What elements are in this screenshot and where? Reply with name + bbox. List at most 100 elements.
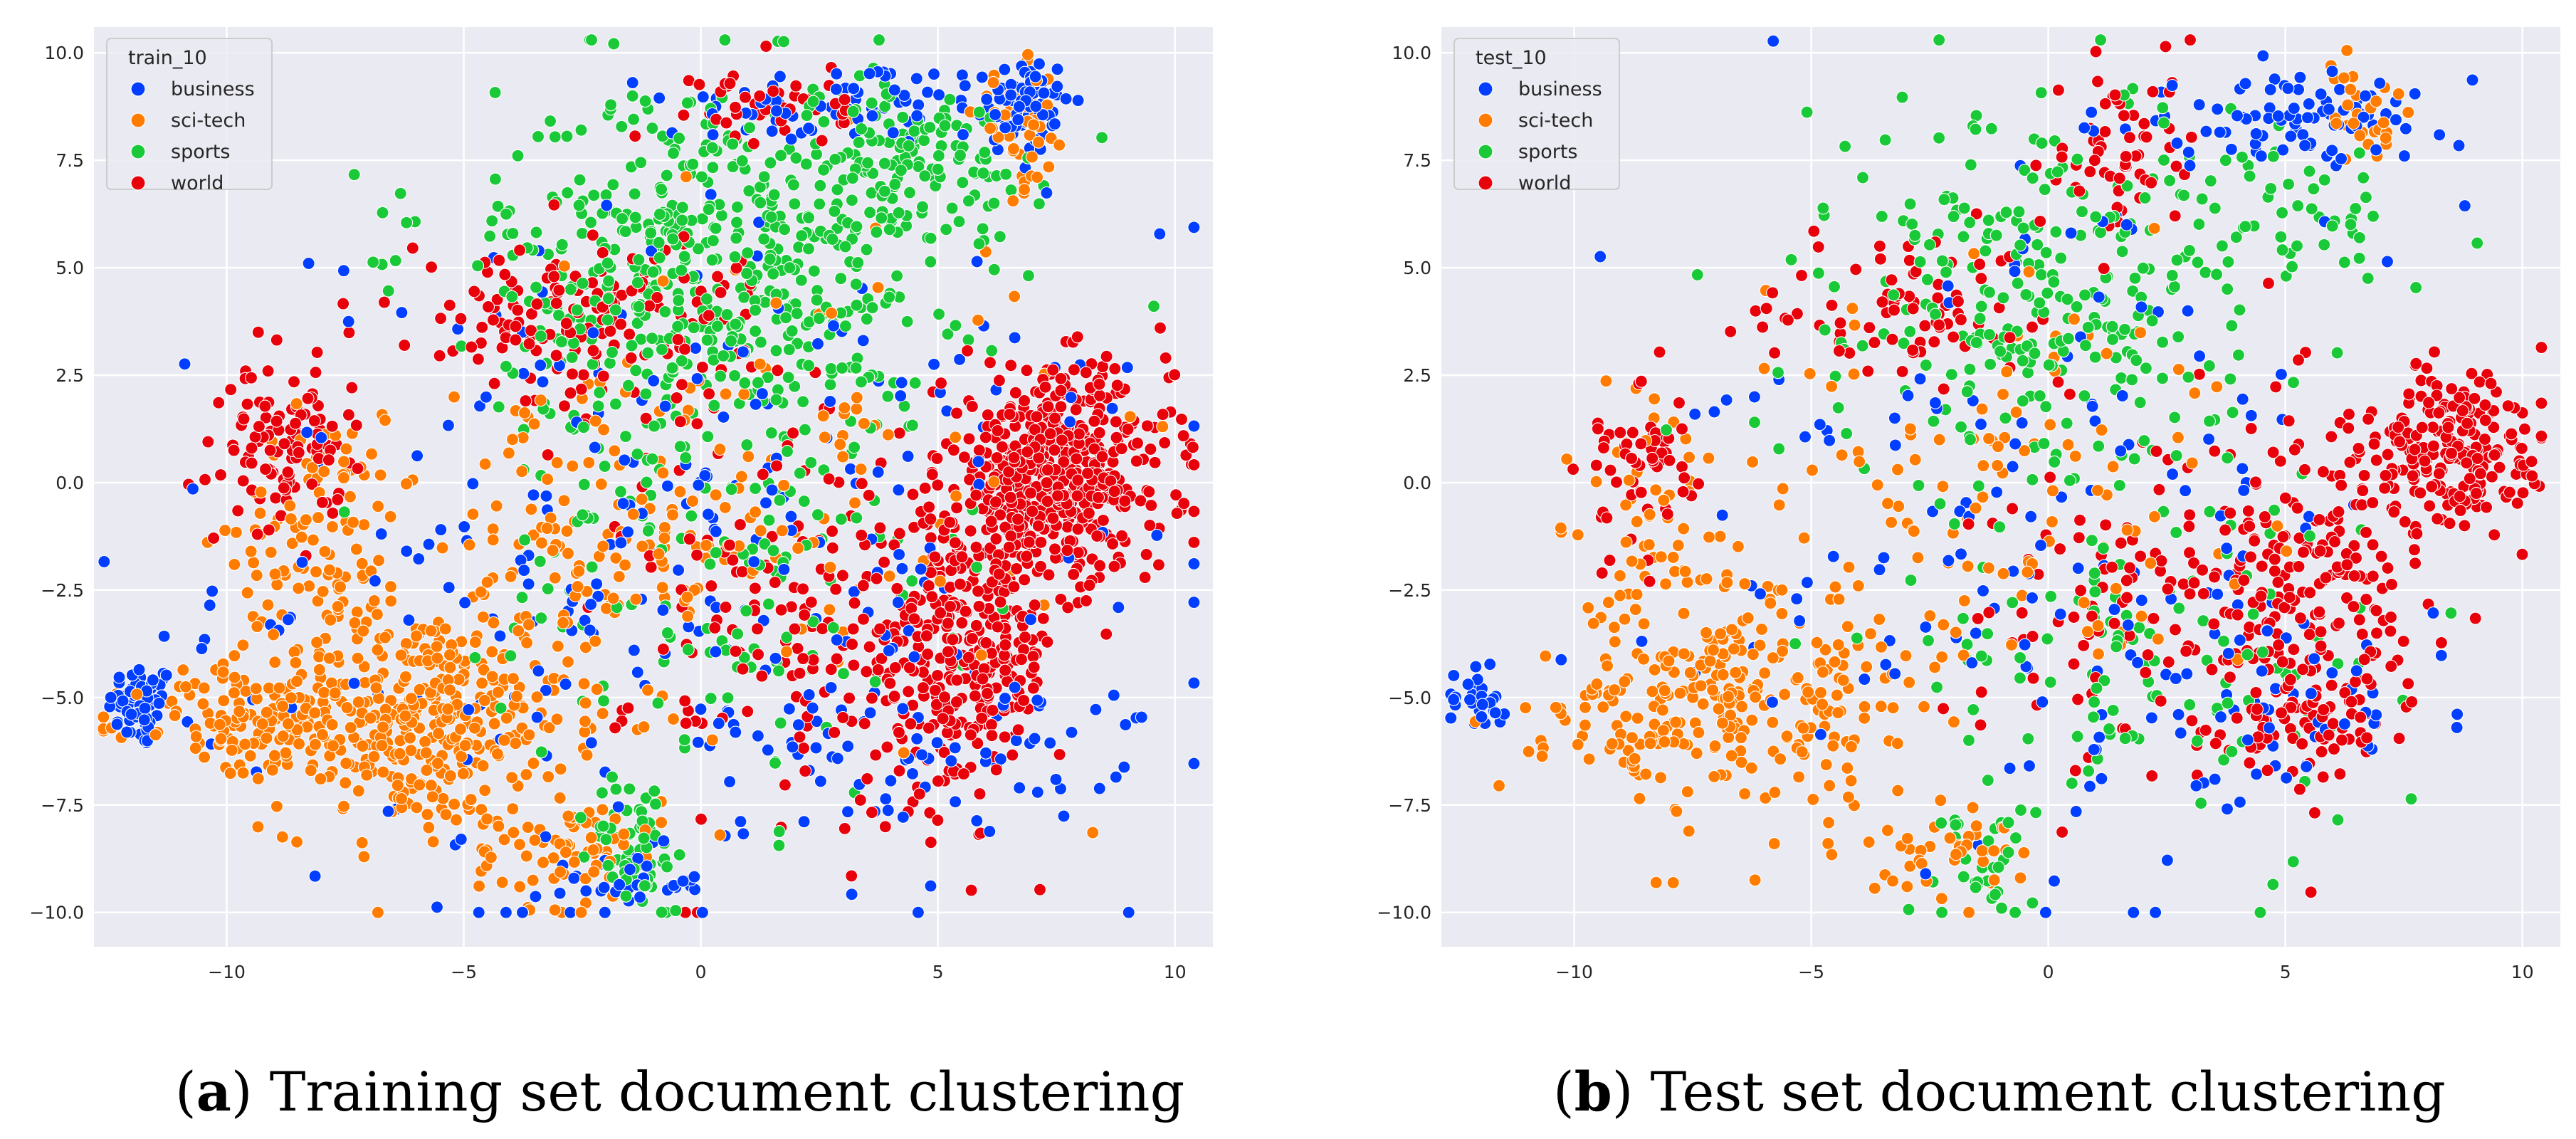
data-point-sci-tech <box>528 834 542 847</box>
data-point-world <box>1026 505 1039 518</box>
data-point-world <box>325 419 339 433</box>
data-point-world <box>1928 335 1941 349</box>
data-point-sci-tech <box>1996 387 2010 401</box>
data-point-world <box>1034 560 1048 573</box>
data-point-world <box>2385 659 2398 673</box>
data-point-sports <box>2290 239 2304 253</box>
data-point-sports <box>714 369 727 383</box>
data-point-business <box>534 359 547 372</box>
data-point-world <box>624 351 638 365</box>
data-point-sci-tech <box>1731 540 1745 553</box>
data-point-world <box>1093 377 1106 391</box>
data-point-world <box>920 629 933 643</box>
data-point-sci-tech <box>371 906 384 919</box>
data-point-world <box>530 298 544 311</box>
data-point-sports <box>852 136 866 149</box>
data-point-sci-tech <box>589 414 602 428</box>
data-point-business <box>752 216 766 229</box>
data-point-sports <box>2026 473 2039 486</box>
data-point-world <box>1118 494 1132 508</box>
data-point-business <box>1048 117 1061 131</box>
data-point-sports <box>794 273 808 287</box>
data-point-sports <box>810 293 824 307</box>
data-point-sci-tech <box>290 397 303 411</box>
data-point-sports <box>675 263 688 277</box>
data-point-world <box>433 349 446 362</box>
data-point-sports <box>576 276 589 290</box>
data-point-world <box>1108 362 1122 376</box>
data-point-world <box>2384 624 2397 638</box>
data-point-world <box>1046 511 1060 525</box>
data-point-business <box>493 629 507 643</box>
data-point-sci-tech <box>1690 747 1703 760</box>
data-point-world <box>2291 353 2306 367</box>
data-point-world <box>509 320 522 333</box>
y-tick-label: −7.5 <box>41 795 84 816</box>
data-point-sci-tech <box>681 609 695 623</box>
data-point-world <box>2147 612 2160 625</box>
data-point-world <box>1011 513 1025 526</box>
data-point-sci-tech <box>478 784 492 797</box>
data-point-world <box>1079 366 1093 379</box>
data-point-world <box>1153 321 1167 335</box>
data-point-business <box>2069 804 2083 819</box>
y-tick-label: −5.0 <box>41 688 84 708</box>
data-point-sci-tech <box>350 605 364 619</box>
data-point-sci-tech <box>658 531 671 545</box>
data-point-sci-tech <box>377 765 390 779</box>
data-point-world <box>623 327 636 341</box>
data-point-sports <box>785 324 799 338</box>
data-point-sports <box>2225 319 2239 332</box>
data-point-world <box>845 869 858 883</box>
data-point-sports <box>623 782 636 796</box>
data-point-sports <box>861 156 875 169</box>
data-point-business <box>979 746 993 760</box>
data-point-sports <box>1147 300 1161 313</box>
data-point-world <box>1002 540 1016 554</box>
data-point-world <box>1749 304 1762 317</box>
data-point-world <box>2072 531 2086 545</box>
data-point-world <box>1760 302 1773 315</box>
data-point-business <box>1093 782 1106 795</box>
data-point-world <box>2316 770 2330 784</box>
data-point-business <box>600 199 614 212</box>
data-point-sports <box>678 250 691 263</box>
data-point-sports <box>855 122 868 136</box>
data-point-sci-tech <box>228 557 241 571</box>
data-point-business <box>2220 802 2234 816</box>
data-point-sci-tech <box>1828 655 1841 668</box>
data-point-business <box>689 342 703 355</box>
data-point-sci-tech <box>487 616 500 629</box>
data-point-business <box>972 478 986 491</box>
data-point-sports <box>505 290 519 303</box>
data-point-sports <box>863 206 877 219</box>
data-point-world <box>1041 463 1054 477</box>
data-point-sci-tech <box>399 670 412 683</box>
data-point-world <box>847 658 861 672</box>
data-point-business <box>623 863 637 876</box>
data-point-world <box>1807 224 1821 238</box>
data-point-sci-tech <box>449 813 463 826</box>
data-point-world <box>858 717 871 730</box>
data-point-world <box>961 344 974 357</box>
data-point-sci-tech <box>699 539 713 552</box>
data-point-world <box>935 377 948 390</box>
data-point-world <box>1004 359 1018 372</box>
data-point-sci-tech <box>351 651 364 665</box>
data-point-sci-tech <box>1637 652 1651 666</box>
data-point-sci-tech <box>2109 582 2123 595</box>
data-point-world <box>2426 421 2439 434</box>
data-point-sports <box>824 362 838 376</box>
data-point-business <box>616 497 630 510</box>
data-point-world <box>1026 681 1040 695</box>
data-point-sci-tech <box>441 703 455 716</box>
data-point-business <box>434 523 448 537</box>
data-point-business <box>908 650 921 663</box>
data-point-business <box>1071 94 1085 107</box>
data-point-sci-tech <box>587 843 600 856</box>
data-point-sci-tech <box>485 645 499 658</box>
data-point-world <box>488 377 501 390</box>
data-point-business <box>676 874 690 888</box>
data-point-sports <box>1984 122 1998 135</box>
data-point-sports <box>2071 152 2084 166</box>
